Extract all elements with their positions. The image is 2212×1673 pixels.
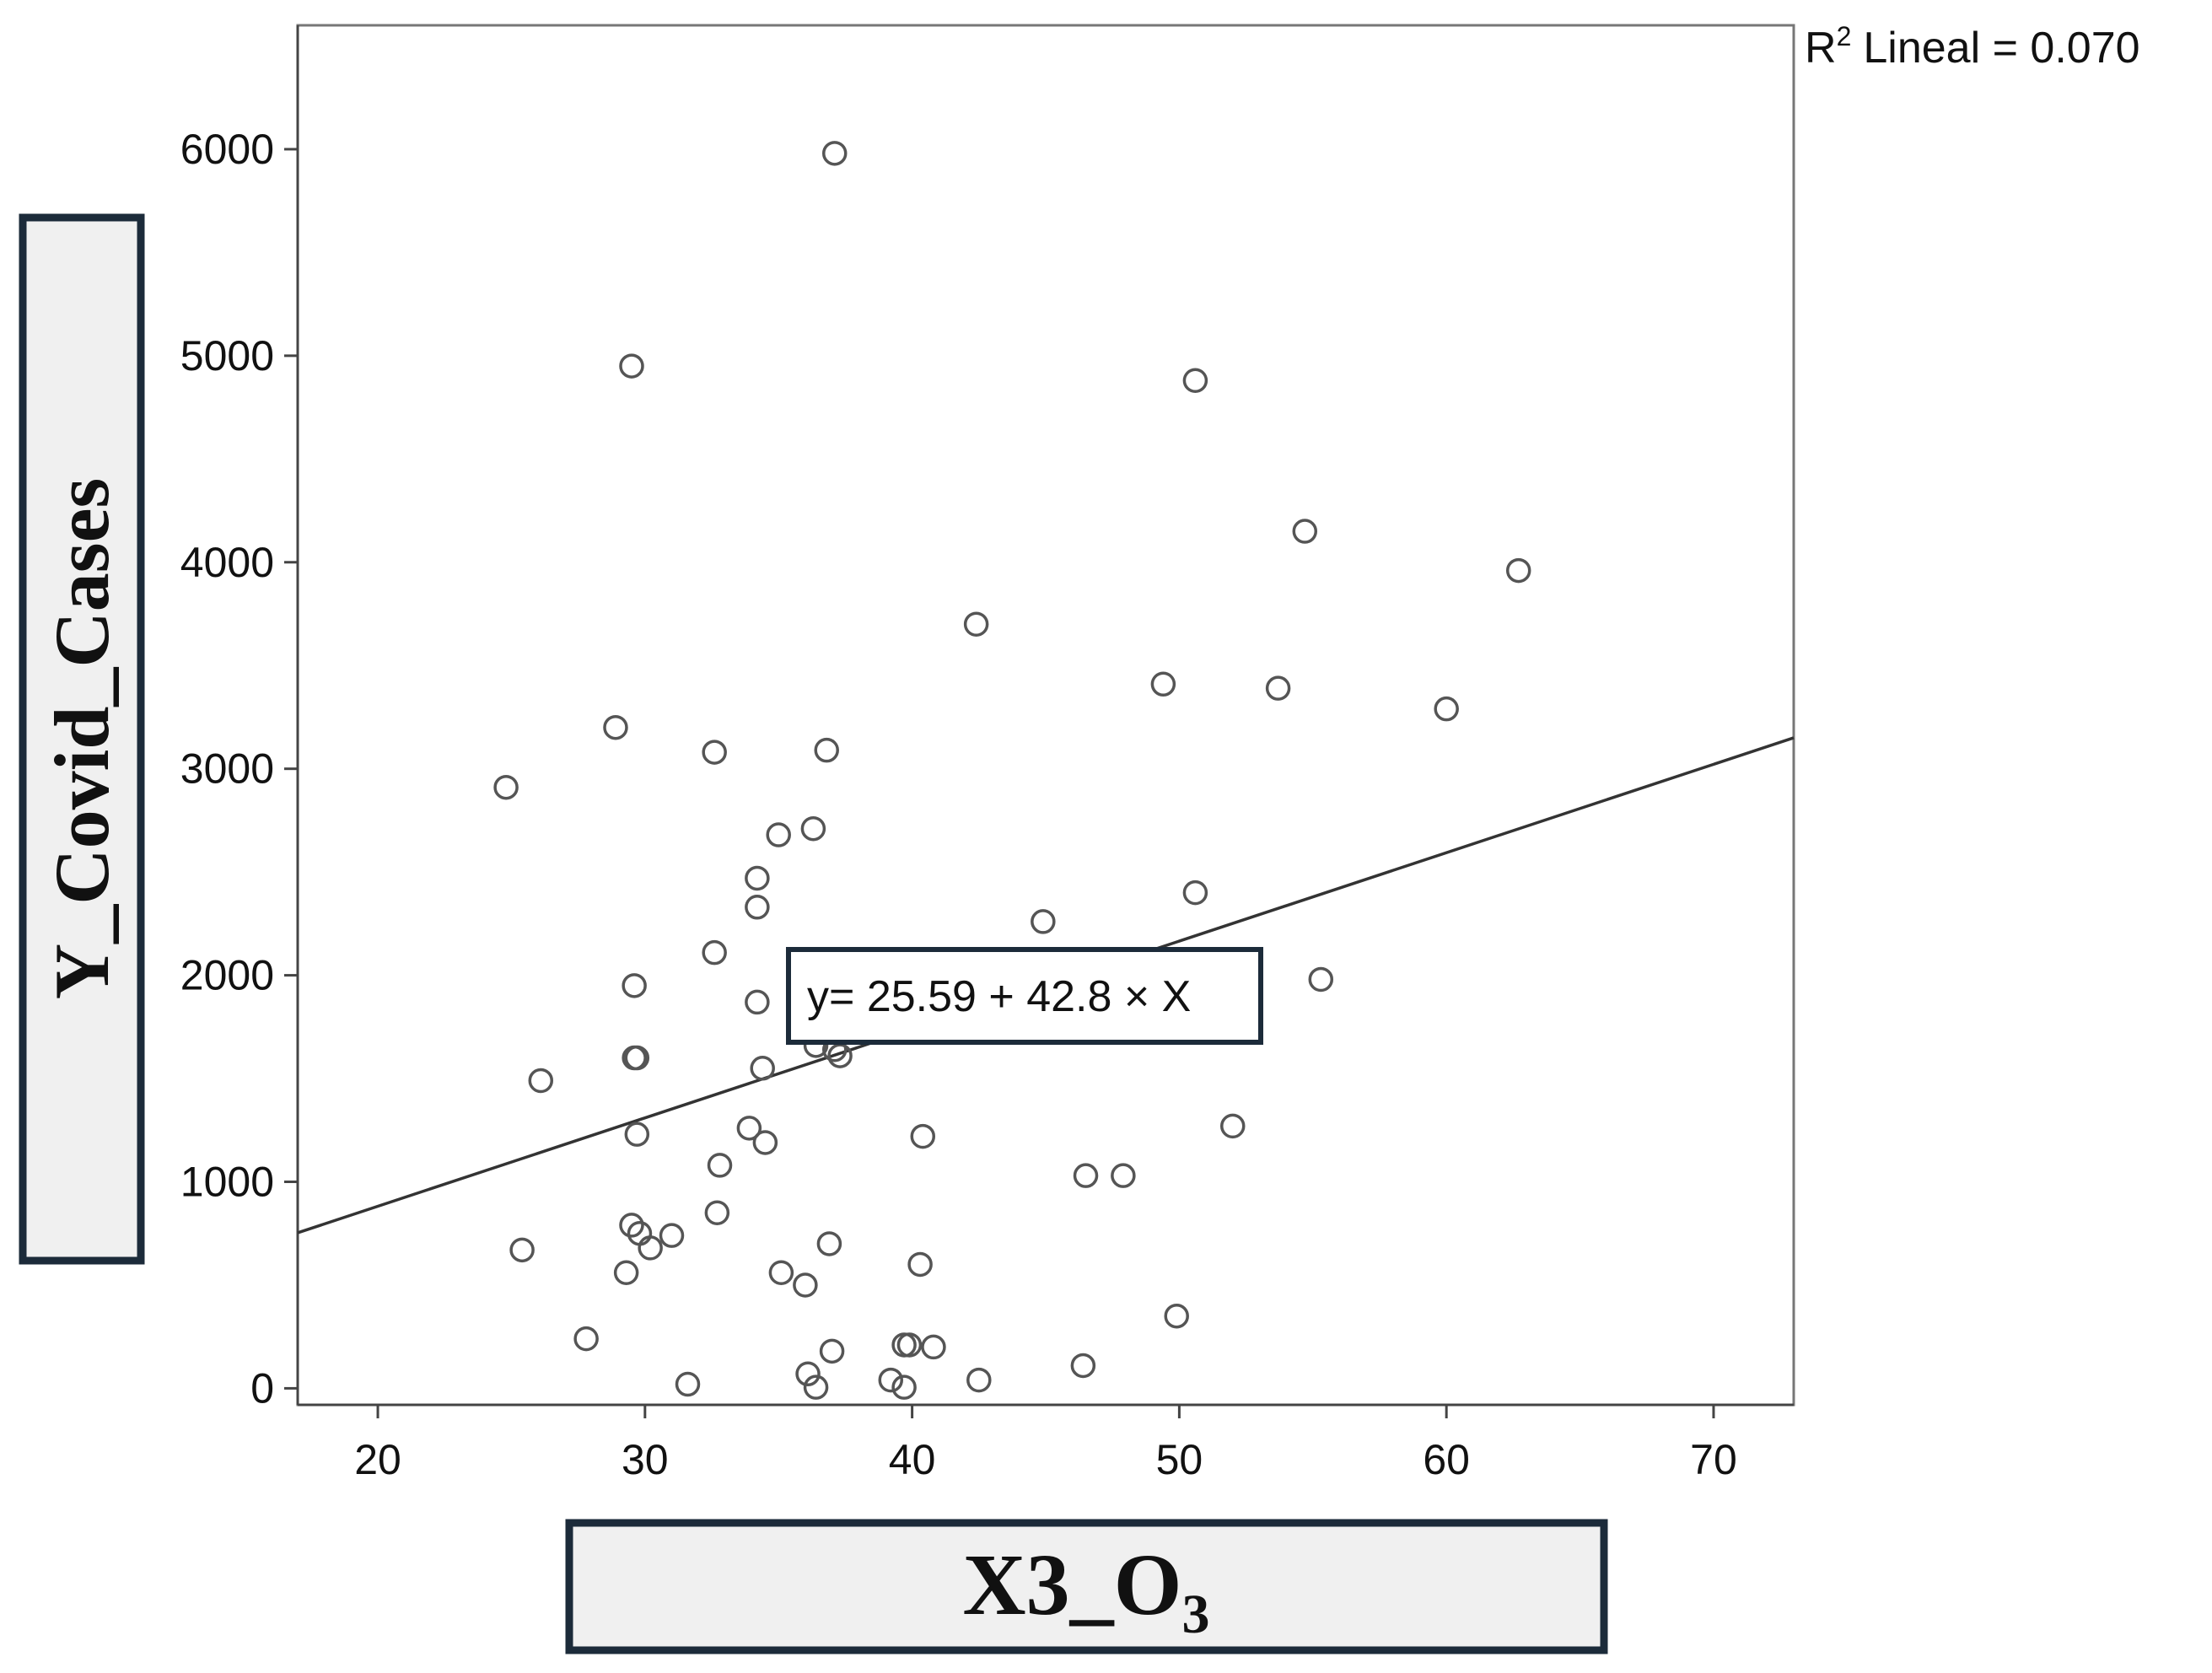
data-point <box>752 1130 778 1155</box>
fit-equation-label: y= 25.59 + 42.8 × X <box>807 972 1191 1021</box>
x-axis-title-subscript: 3 <box>1182 1584 1210 1645</box>
x-tick-label: 20 <box>354 1436 401 1483</box>
data-point <box>821 141 848 166</box>
data-point <box>966 1367 992 1393</box>
data-point <box>619 1213 644 1238</box>
data-point <box>1292 519 1318 544</box>
data-point <box>814 737 839 763</box>
data-point <box>1164 1303 1189 1329</box>
data-point <box>891 1332 917 1358</box>
data-point <box>819 1338 845 1364</box>
r-squared-value: Lineal = 0.070 <box>1863 24 2139 73</box>
data-point <box>509 1237 535 1263</box>
data-point <box>803 1374 829 1400</box>
y-tick-label: 3000 <box>180 745 274 793</box>
x-tick-label: 60 <box>1423 1436 1470 1483</box>
r-squared-label: R2 Lineal = 0.070 <box>1805 21 2140 73</box>
r-squared-r: R <box>1805 24 1837 73</box>
x-axis-title: X3_O3 <box>963 1536 1210 1645</box>
data-point <box>795 1361 821 1387</box>
data-point <box>702 939 727 966</box>
x-tick-label: 30 <box>622 1436 669 1483</box>
data-point <box>816 1231 842 1256</box>
data-point <box>921 1334 946 1360</box>
data-point <box>1111 1163 1136 1188</box>
data-point <box>622 973 647 998</box>
data-point <box>1434 696 1459 722</box>
data-point <box>891 1374 917 1400</box>
data-point <box>907 1251 933 1278</box>
x-tick-label: 40 <box>889 1436 936 1483</box>
data-point <box>745 989 770 1015</box>
data-point <box>1073 1163 1099 1188</box>
axis-ticks: 20 30 40 50 60 70 0 1000 2000 3000 4000 5000 6000 <box>180 126 1737 1483</box>
data-point <box>1265 675 1291 701</box>
data-point <box>827 1043 853 1068</box>
y-tick-label: 1000 <box>180 1158 274 1205</box>
data-point <box>493 774 519 800</box>
x-axis-title-main: X3_O <box>963 1536 1182 1633</box>
data-point <box>638 1235 663 1261</box>
x-axis-title-box: X3_O3 <box>565 1519 1608 1654</box>
y-tick-label: 4000 <box>180 539 274 586</box>
fit-equation-frame <box>786 947 1263 1045</box>
data-point <box>624 1122 650 1147</box>
data-point <box>910 1123 936 1149</box>
x-axis-title-frame <box>565 1519 1608 1654</box>
data-point <box>659 1223 685 1248</box>
data-points <box>493 141 1531 1400</box>
data-point <box>619 353 644 379</box>
data-point <box>707 1153 733 1178</box>
data-point <box>1150 671 1176 697</box>
data-point <box>613 1260 639 1286</box>
data-point <box>963 611 989 637</box>
y-tick-label: 5000 <box>180 332 274 379</box>
data-point <box>896 1332 923 1358</box>
y-axis-title-frame <box>19 213 145 1265</box>
plot-frame <box>296 24 1795 1407</box>
data-point <box>1505 557 1531 584</box>
y-axis-title: Y_Covid_Cases <box>39 478 125 999</box>
data-point <box>768 1260 794 1286</box>
fit-equation-box: y= 25.59 + 42.8 × X <box>786 947 1263 1045</box>
data-point <box>1220 1113 1246 1139</box>
y-axis-title-box: Y_Covid_Cases <box>19 213 145 1265</box>
x-tick-label: 70 <box>1690 1436 1737 1483</box>
data-point <box>675 1371 701 1397</box>
data-point <box>878 1367 904 1393</box>
data-point <box>793 1272 818 1298</box>
data-point <box>1308 966 1334 993</box>
y-tick-label: 2000 <box>180 952 274 999</box>
data-point <box>624 1045 650 1071</box>
y-tick-label: 0 <box>250 1364 274 1412</box>
data-point <box>702 740 727 765</box>
data-point <box>1182 368 1208 393</box>
data-point <box>800 815 826 842</box>
data-point <box>1031 909 1056 934</box>
data-point <box>1182 880 1208 906</box>
data-point <box>736 1116 762 1141</box>
x-tick-label: 50 <box>1156 1436 1203 1483</box>
data-point <box>745 895 770 920</box>
data-point <box>704 1200 730 1225</box>
data-point <box>745 865 770 891</box>
data-point <box>603 714 628 740</box>
data-point <box>750 1056 775 1081</box>
data-point <box>766 822 791 847</box>
data-point <box>528 1068 554 1094</box>
y-tick-label: 6000 <box>180 126 274 173</box>
r-squared-superscript: 2 <box>1837 21 1852 51</box>
data-point <box>573 1326 599 1352</box>
data-point <box>1070 1353 1096 1379</box>
